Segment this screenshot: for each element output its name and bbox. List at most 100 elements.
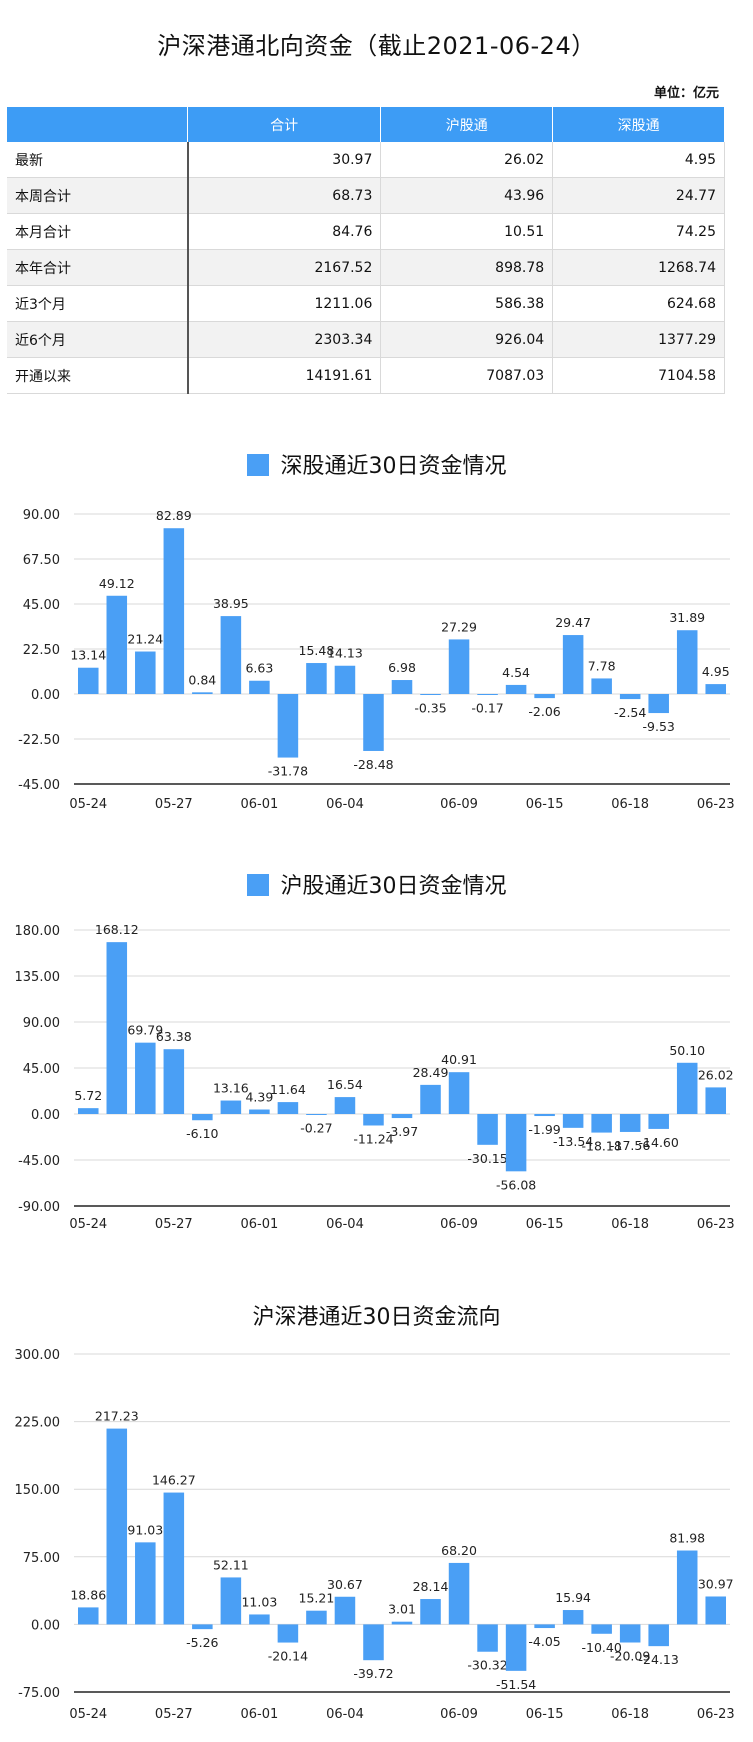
data-label: 21.24 — [127, 632, 163, 647]
cell-shenzhen: 1377.29 — [552, 321, 725, 358]
x-tick-label: 06-18 — [611, 1707, 649, 1722]
y-tick-label: 90.00 — [23, 1016, 60, 1031]
x-tick-label: 06-18 — [611, 1217, 649, 1232]
bar — [106, 942, 128, 1114]
bar — [106, 595, 128, 694]
data-label: 52.11 — [213, 1557, 249, 1572]
bar — [534, 1624, 555, 1629]
row-label: 近6个月 — [7, 321, 189, 358]
bar — [391, 1621, 413, 1625]
bar — [306, 663, 327, 694]
data-label: -56.08 — [496, 1177, 536, 1192]
bar — [648, 694, 669, 714]
bar — [277, 694, 299, 758]
cell-shenzhen: 624.68 — [552, 285, 725, 322]
chart-1-title: 深股通近30日资金情况 — [0, 448, 753, 480]
bar — [448, 1562, 470, 1625]
table-row: 本年合计 2167.52 898.78 1268.74 — [7, 249, 725, 286]
y-tick-label: -45.00 — [18, 778, 60, 793]
x-tick-label: 06-15 — [526, 1707, 564, 1722]
data-label: 69.79 — [127, 1023, 163, 1038]
data-label: -20.09 — [610, 1649, 650, 1664]
data-label: -10.40 — [582, 1640, 622, 1655]
data-label: 13.14 — [70, 648, 106, 663]
header-cell-total: 合计 — [187, 107, 382, 142]
data-label: -9.53 — [643, 719, 675, 734]
x-tick-label: 06-01 — [241, 1217, 279, 1232]
bar — [420, 694, 441, 695]
bar — [676, 1550, 698, 1625]
bar — [705, 1087, 727, 1114]
cell-shanghai: 898.78 — [380, 249, 554, 286]
data-label: -0.27 — [300, 1120, 332, 1135]
x-tick-label: 06-09 — [440, 797, 478, 812]
data-label: -1.99 — [528, 1122, 560, 1137]
data-label: -39.72 — [353, 1666, 393, 1681]
data-label: 26.02 — [698, 1067, 734, 1082]
x-tick-label: 06-04 — [326, 1707, 364, 1722]
data-label: 81.98 — [669, 1531, 705, 1546]
data-label: -28.48 — [353, 757, 393, 772]
bar — [448, 1072, 470, 1114]
header-cell-shenzhen: 深股通 — [552, 107, 725, 142]
cell-shenzhen: 7104.58 — [552, 357, 725, 394]
y-tick-label: 45.00 — [23, 598, 60, 613]
data-label: 31.89 — [669, 610, 705, 625]
data-label: -51.54 — [496, 1677, 536, 1692]
x-tick-label: 06-15 — [526, 1217, 564, 1232]
cell-shenzhen: 4.95 — [552, 142, 725, 178]
bar — [192, 692, 213, 694]
cell-shanghai: 43.96 — [380, 177, 554, 214]
bar — [77, 1607, 99, 1625]
bar — [591, 678, 612, 694]
bar — [192, 1624, 213, 1630]
bar — [363, 1624, 384, 1661]
bar — [477, 694, 498, 695]
bar — [705, 684, 727, 694]
chart-2-legend-label: 沪股通近30日资金情况 — [280, 874, 507, 899]
cell-shenzhen: 24.77 — [552, 177, 725, 214]
x-tick-label: 06-18 — [611, 797, 649, 812]
bar — [249, 680, 270, 694]
bar — [306, 1114, 327, 1115]
summary-table: 合计 沪股通 深股通 最新 30.97 26.02 4.95 本周合计 68.7… — [7, 107, 725, 394]
x-tick-label: 05-27 — [155, 1707, 193, 1722]
data-label: 14.13 — [327, 646, 363, 661]
table-row: 本周合计 68.73 43.96 24.77 — [7, 177, 725, 214]
bar — [705, 1596, 727, 1625]
cell-total: 84.76 — [187, 213, 382, 250]
cell-total: 68.73 — [187, 177, 382, 214]
table-header-row: 合计 沪股通 深股通 — [7, 107, 725, 142]
data-label: -18.18 — [582, 1139, 622, 1154]
bar — [534, 1114, 555, 1117]
bar — [505, 684, 527, 694]
bar — [676, 630, 698, 694]
data-label: 168.12 — [95, 922, 139, 937]
data-label: 30.67 — [327, 1577, 363, 1592]
data-label: 27.29 — [441, 619, 477, 634]
data-label: 6.98 — [388, 660, 416, 675]
bar — [619, 694, 641, 700]
bar — [591, 1624, 612, 1634]
data-label: 30.97 — [698, 1576, 734, 1591]
data-label: 15.94 — [555, 1590, 591, 1605]
row-label: 近3个月 — [7, 285, 189, 322]
data-label: 11.64 — [270, 1082, 306, 1097]
cell-total: 1211.06 — [187, 285, 382, 322]
row-label: 本年合计 — [7, 249, 189, 286]
data-label: 91.03 — [127, 1522, 163, 1537]
data-label: 40.91 — [441, 1052, 477, 1067]
data-label: 28.14 — [413, 1579, 449, 1594]
chart-2-title: 沪股通近30日资金情况 — [0, 868, 753, 900]
data-label: -6.10 — [186, 1126, 218, 1141]
table-row: 本月合计 84.76 10.51 74.25 — [7, 213, 725, 250]
data-label: 3.01 — [388, 1602, 416, 1617]
data-label: -4.05 — [528, 1634, 560, 1649]
row-label: 本周合计 — [7, 177, 189, 214]
data-label: -30.32 — [467, 1658, 507, 1673]
bar — [363, 694, 384, 751]
data-label: 15.21 — [299, 1591, 335, 1606]
legend-swatch — [246, 454, 269, 476]
row-label: 本月合计 — [7, 213, 189, 250]
x-tick-label: 06-23 — [697, 1217, 735, 1232]
